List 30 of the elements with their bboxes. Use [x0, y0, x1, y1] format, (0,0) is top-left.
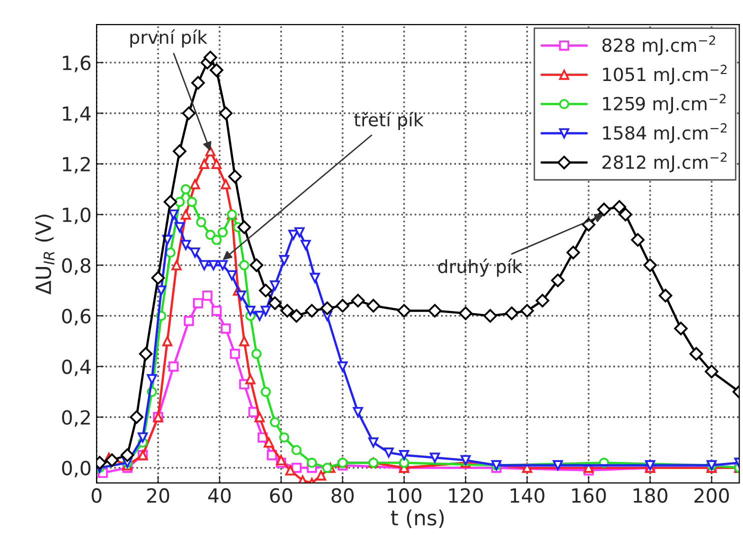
- y-tick-label: 1,6: [62, 56, 91, 72]
- x-tick-label: 200: [694, 488, 729, 503]
- y-tick-label: 0,6: [62, 308, 91, 326]
- legend-label: 1051 mJ.cm$^{−2}$: [603, 64, 727, 85]
- y-tick-label: 0,4: [62, 359, 91, 376]
- x-tick-label: 20: [147, 488, 170, 503]
- legend-label: 1259 mJ.cm$^{−2}$: [603, 94, 726, 114]
- legend-label: 2812 mJ.cm$^{−2}$: [602, 152, 727, 172]
- x-tick-label: 60: [270, 488, 292, 503]
- x-tick-label: 140: [510, 488, 544, 503]
- x-axis-title: t (ns): [390, 509, 444, 528]
- x-tick-label: 100: [388, 488, 422, 503]
- x-tick-label: 180: [634, 488, 668, 503]
- y-tick-label: 0,8: [62, 258, 90, 275]
- annotation: první pík: [130, 29, 208, 48]
- annotation: druhý pík: [438, 258, 522, 277]
- x-tick-label: 0: [92, 488, 102, 503]
- legend-label: 1584 mJ.cm$^{−2}$: [603, 123, 727, 144]
- annotation: třetí pík: [354, 112, 424, 130]
- x-tick-label: 80: [332, 488, 354, 503]
- y-tick-label: 0,0: [62, 460, 90, 478]
- y-axis-title: ΔU$_{IR}$ (V): [35, 214, 54, 295]
- x-tick-label: 40: [208, 488, 231, 503]
- legend-label: 828 mJ.cm$^{−2}$: [602, 35, 716, 56]
- y-tick-label: 1,4: [62, 106, 91, 123]
- y-tick-label: 1,0: [62, 207, 90, 224]
- x-tick-label: 120: [449, 488, 483, 503]
- y-tick-label: 0,2: [62, 410, 90, 427]
- y-tick-label: 1,2: [62, 156, 90, 174]
- x-tick-label: 160: [572, 488, 606, 503]
